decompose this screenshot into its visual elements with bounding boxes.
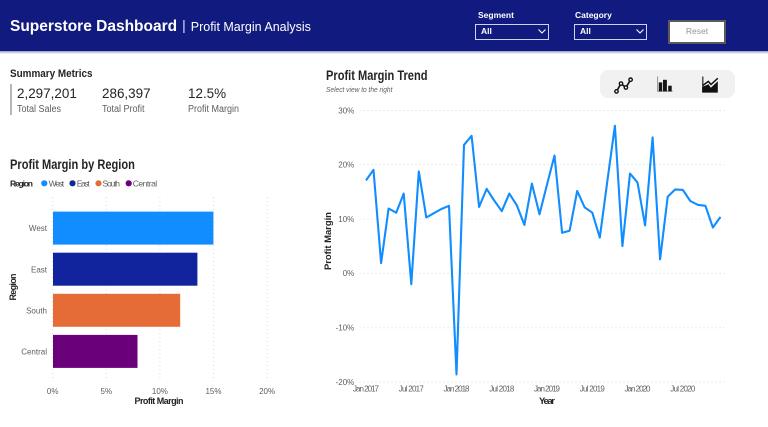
svg-text:-20%: -20% <box>336 378 355 387</box>
svg-text:South: South <box>26 306 47 315</box>
svg-text:20%: 20% <box>259 387 275 396</box>
svg-text:Jan 2017: Jan 2017 <box>353 385 380 394</box>
svg-text:Year: Year <box>539 396 555 407</box>
svg-text:Jan 2019: Jan 2019 <box>534 385 561 394</box>
svg-text:5%: 5% <box>101 387 113 396</box>
svg-text:Profit Margin: Profit Margin <box>323 212 334 270</box>
svg-text:20%: 20% <box>338 161 354 170</box>
svg-text:Jul 2020: Jul 2020 <box>670 385 696 394</box>
svg-text:Region: Region <box>10 179 33 189</box>
svg-text:Jan 2020: Jan 2020 <box>625 385 652 394</box>
svg-text:South: South <box>103 179 121 189</box>
svg-text:Jan 2018: Jan 2018 <box>444 385 471 394</box>
svg-text:Jul 2019: Jul 2019 <box>580 385 606 394</box>
svg-text:Jul 2017: Jul 2017 <box>399 385 425 394</box>
svg-text:30%: 30% <box>338 106 354 115</box>
svg-text:West: West <box>49 179 65 189</box>
svg-text:0%: 0% <box>47 387 59 396</box>
svg-text:10%: 10% <box>152 387 168 396</box>
svg-text:0%: 0% <box>343 269 355 278</box>
svg-text:East: East <box>31 265 48 274</box>
svg-text:Central: Central <box>21 348 47 357</box>
svg-text:Jul 2018: Jul 2018 <box>489 385 515 394</box>
svg-text:Region: Region <box>8 274 18 301</box>
svg-text:-10%: -10% <box>336 324 355 333</box>
svg-text:Central: Central <box>133 179 158 189</box>
svg-text:West: West <box>29 224 48 233</box>
svg-text:10%: 10% <box>338 215 354 224</box>
svg-text:East: East <box>77 179 91 189</box>
svg-text:15%: 15% <box>205 387 221 396</box>
svg-text:Profit Margin: Profit Margin <box>135 396 184 406</box>
